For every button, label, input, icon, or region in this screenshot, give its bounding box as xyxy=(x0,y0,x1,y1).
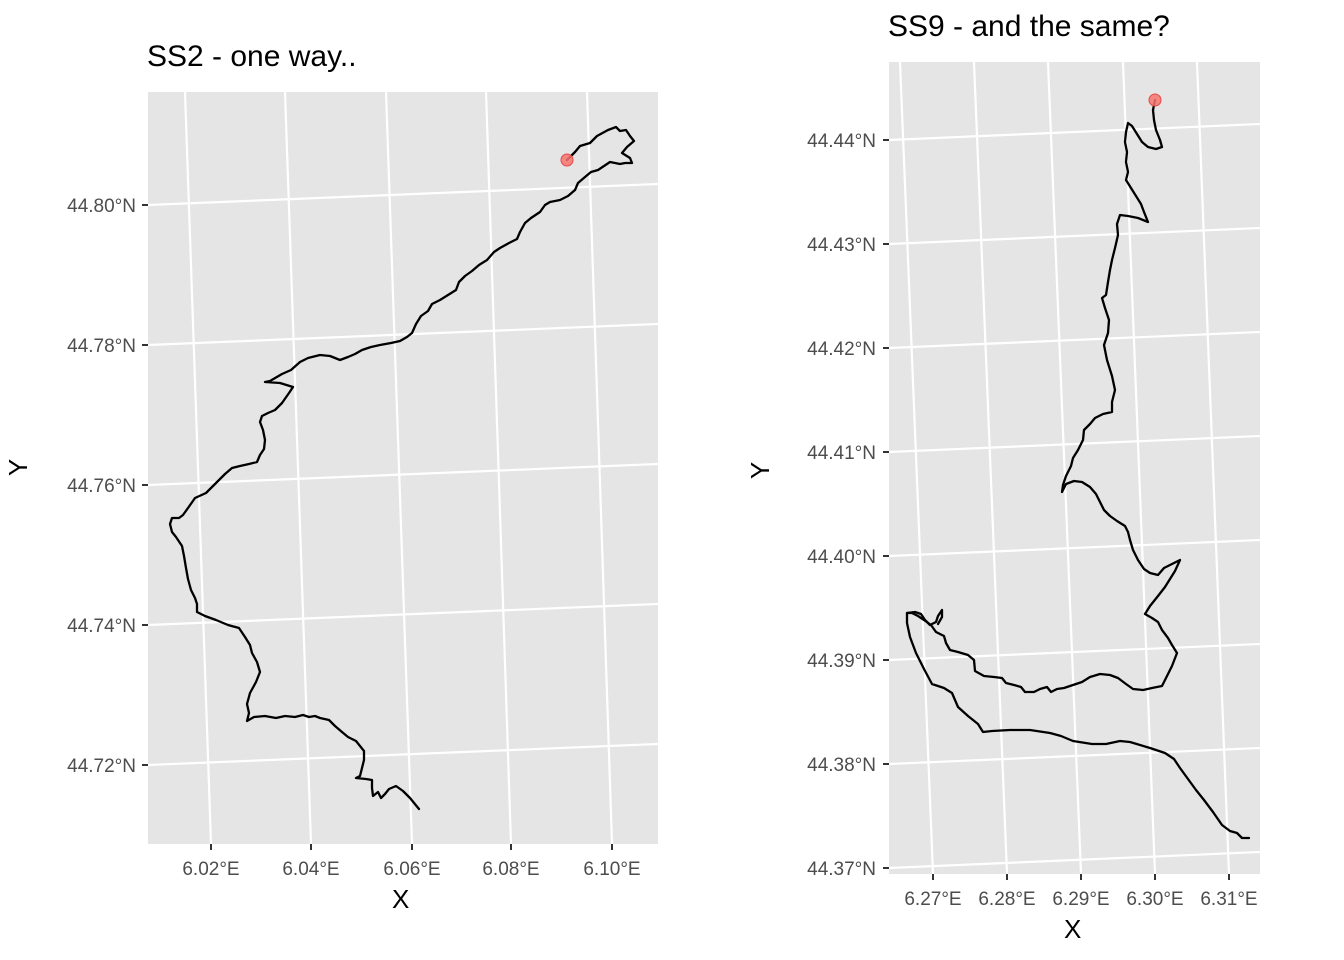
panel-2-y-tick-label: 44.42°N xyxy=(807,339,876,360)
panel-1-route-track xyxy=(168,125,636,811)
panel-2-y-tick-label: 44.37°N xyxy=(807,859,876,880)
panel-2-route-track xyxy=(905,98,1251,840)
panel-1-x-axis-title: X xyxy=(392,884,410,914)
panel-2-gridlines xyxy=(888,61,1261,875)
panel-2-y-tick-label: 44.43°N xyxy=(807,235,876,256)
panel-1-x-tick-label: 6.06°E xyxy=(383,859,440,880)
panel-1-y-tick-label: 44.74°N xyxy=(67,616,136,637)
panel-1-x-axis: 6.02°E 6.04°E 6.06°E 6.08°E 6.10°E xyxy=(182,844,641,880)
panel-1-y-tick-label: 44.80°N xyxy=(67,196,136,217)
panel-2-y-tick-label: 44.44°N xyxy=(807,131,876,152)
panel-1-title: SS2 - one way.. xyxy=(147,40,357,73)
panel-1-y-axis: 44.72°N 44.74°N 44.76°N 44.78°N 44.80°N xyxy=(67,196,148,777)
panel-2-y-tick-label: 44.39°N xyxy=(807,651,876,672)
panel-2-x-tick-label: 6.27°E xyxy=(904,889,961,910)
panel-1-y-tick-label: 44.78°N xyxy=(67,336,136,357)
panel-1-x-tick-label: 6.02°E xyxy=(182,859,239,880)
panel-1-y-tick-label: 44.72°N xyxy=(67,756,136,777)
panel-1-map: 44.72°N 44.74°N 44.76°N 44.78°N 44.80°N … xyxy=(67,91,659,880)
panel-2-start-marker xyxy=(1148,93,1162,107)
panel-2-x-axis-title: X xyxy=(1064,914,1082,944)
panel-1-y-tick-label: 44.76°N xyxy=(67,476,136,497)
panel-2-y-axis: 44.37°N 44.38°N 44.39°N 44.40°N 44.41°N … xyxy=(807,131,889,880)
panel-2-background xyxy=(889,62,1260,874)
panel-2-x-tick-label: 6.30°E xyxy=(1126,889,1183,910)
panel-1-start-marker xyxy=(560,153,574,167)
panel-2-y-tick-label: 44.38°N xyxy=(807,755,876,776)
panel-1-gridlines xyxy=(147,91,659,845)
panel-1-x-tick-label: 6.10°E xyxy=(583,859,640,880)
panel-2-x-axis: 6.27°E 6.28°E 6.29°E 6.30°E 6.31°E xyxy=(904,874,1258,910)
panel-2-route-spur xyxy=(905,608,944,627)
panel-2-x-tick-label: 6.31°E xyxy=(1200,889,1257,910)
panel-2-y-tick-label: 44.40°N xyxy=(807,547,876,568)
panel-2-x-tick-label: 6.29°E xyxy=(1052,889,1109,910)
panel-2-x-tick-label: 6.28°E xyxy=(978,889,1035,910)
panel-2-title: SS9 - and the same? xyxy=(888,10,1170,43)
panel-1-x-tick-label: 6.04°E xyxy=(282,859,339,880)
panel-1-x-tick-label: 6.08°E xyxy=(482,859,539,880)
panel-2-y-tick-label: 44.41°N xyxy=(807,443,876,464)
panel-2-y-axis-title: Y xyxy=(745,461,776,480)
